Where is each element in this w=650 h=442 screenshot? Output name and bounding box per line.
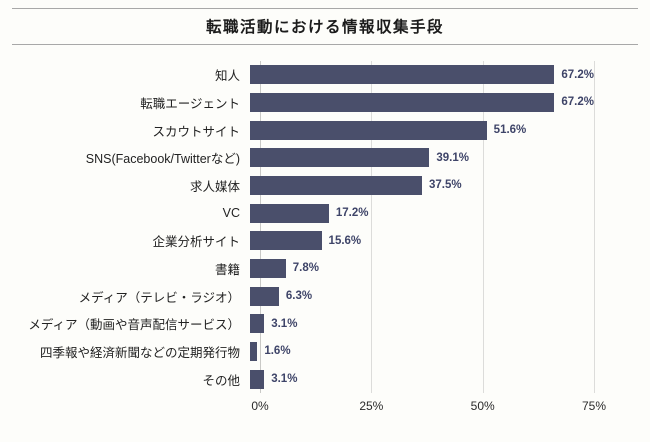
bar-row: 四季報や経済新聞などの定期発行物 1.6%: [12, 338, 594, 366]
bar-track: 3.1%: [250, 310, 594, 338]
bar-track: 39.1%: [250, 144, 594, 172]
bar: [250, 369, 265, 389]
bar-track: 6.3%: [250, 282, 594, 310]
value-label: 67.2%: [561, 96, 594, 109]
chart-title-container: 転職活動における情報収集手段: [12, 8, 638, 45]
bar-track: 17.2%: [250, 199, 594, 227]
category-label: SNS(Facebook/Twitterなど): [85, 152, 240, 167]
value-label: 7.8%: [292, 262, 319, 275]
category-label: スカウトサイト: [152, 124, 240, 139]
bar-track: 51.6%: [250, 116, 594, 144]
category-label: VC: [222, 206, 240, 221]
category-label: メディア（テレビ・ラジオ）: [78, 290, 240, 305]
bar: [250, 175, 422, 195]
gridline-25: [371, 61, 373, 393]
x-tick-0: 0%: [251, 398, 269, 413]
gridline-50: [482, 61, 484, 393]
category-label: その他: [202, 373, 240, 388]
chart-title: 転職活動における情報収集手段: [205, 19, 444, 36]
category-label: 企業分析サイト: [152, 235, 240, 250]
value-label: 3.1%: [271, 317, 298, 330]
bar: [250, 258, 286, 278]
value-label: 67.2%: [561, 68, 594, 81]
bar-track: 67.2%: [250, 61, 594, 89]
value-label: 51.6%: [493, 124, 527, 137]
bar-track: 37.5%: [250, 172, 594, 200]
bar-row: 知人 67.2%: [12, 61, 594, 89]
bar-row: メディア（動画や音声配信サービス） 3.1%: [12, 310, 594, 338]
bar-row: スカウトサイト 51.6%: [12, 116, 594, 144]
x-tick-75: 75%: [581, 398, 607, 413]
x-axis: 0% 25% 50% 75%: [251, 398, 606, 421]
bar-row: メディア（テレビ・ラジオ） 6.3%: [12, 282, 594, 310]
category-label: 求人媒体: [189, 179, 240, 194]
bar: [250, 92, 555, 112]
gridlines: [260, 61, 595, 393]
value-label: 15.6%: [328, 234, 362, 247]
value-label: 1.6%: [264, 345, 291, 358]
category-label: 書籍: [214, 262, 240, 277]
bar-row: SNS(Facebook/Twitterなど) 39.1%: [12, 144, 594, 172]
gridline-0: [260, 61, 261, 393]
bar-chart: 知人 67.2% 転職エージェント 67.2% スカウトサイト 51.6% SN…: [12, 61, 606, 421]
bar-track: 1.6%: [250, 338, 594, 366]
category-label: 知人: [214, 69, 240, 84]
bar-row: 企業分析サイト 15.6%: [12, 227, 594, 255]
category-label: 四季報や経済新聞などの定期発行物: [39, 345, 240, 360]
bar: [250, 286, 279, 306]
bar: [250, 148, 430, 168]
bar: [250, 203, 329, 223]
value-label: 39.1%: [436, 151, 469, 164]
bar-row: 転職エージェント 67.2%: [12, 89, 594, 117]
value-label: 3.1%: [271, 373, 298, 386]
category-label: メディア（動画や音声配信サービス）: [28, 318, 240, 333]
value-label: 6.3%: [285, 290, 313, 303]
value-label: 37.5%: [429, 179, 462, 192]
bar-track: 3.1%: [250, 365, 594, 393]
x-tick-50: 50%: [470, 398, 495, 413]
bar: [250, 341, 258, 361]
bar-row: 求人媒体 37.5%: [12, 172, 594, 200]
bar: [250, 231, 322, 251]
bar: [250, 120, 487, 140]
x-tick-25: 25%: [359, 398, 384, 413]
bar-track: 15.6%: [250, 227, 594, 255]
bar-row: VC 17.2%: [12, 199, 594, 227]
bar-rows: 知人 67.2% 転職エージェント 67.2% スカウトサイト 51.6% SN…: [12, 61, 594, 393]
value-label: 17.2%: [335, 207, 369, 220]
bar: [250, 65, 555, 85]
category-label: 転職エージェント: [140, 96, 240, 111]
bar-row: その他 3.1%: [12, 365, 594, 393]
gridline-75: [594, 61, 595, 393]
bar-row: 書籍 7.8%: [12, 255, 594, 283]
bar-track: 67.2%: [250, 89, 594, 117]
bar-track: 7.8%: [250, 255, 594, 283]
bar: [250, 314, 265, 334]
